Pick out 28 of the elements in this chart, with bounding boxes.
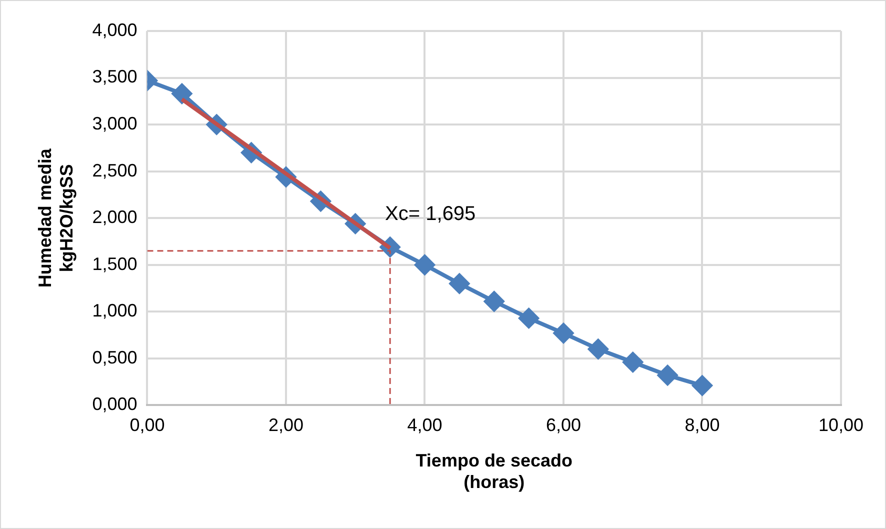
y-tick-label: 1,500 [92, 254, 138, 274]
y-tick-label: 0,500 [92, 347, 138, 368]
point [518, 308, 539, 328]
x-tick-label: 0,00 [130, 414, 165, 435]
point [622, 352, 643, 372]
point [553, 323, 574, 344]
y-tick-label: 0,000 [92, 394, 138, 414]
x-tick-label: 6,00 [546, 414, 582, 435]
annotation: Xc= 1,695 [385, 203, 476, 226]
y-tick-label: 3,500 [92, 66, 138, 87]
point [172, 84, 192, 104]
y-tick-label: 1,000 [92, 300, 138, 321]
x-tick-label: 10,00 [818, 414, 864, 435]
y-axis-title: Humedad media kgH2O/kgSS [34, 148, 76, 288]
y-tick-label: 2,500 [92, 160, 138, 180]
point [484, 291, 504, 312]
point [658, 365, 678, 386]
point [692, 376, 712, 396]
y-tick-label: 3,000 [92, 114, 138, 134]
y-tick-label: 4,000 [92, 20, 138, 40]
point [588, 339, 608, 360]
x-axis-title: Tiempo de secado (horas) [416, 450, 572, 492]
x-tick-label: 4,00 [407, 414, 442, 435]
y-tick-label: 2,000 [92, 207, 138, 228]
point [414, 254, 435, 275]
x-tick-label: 2,00 [268, 414, 304, 435]
point [449, 274, 470, 294]
x-tick-label: 8,00 [684, 414, 720, 435]
